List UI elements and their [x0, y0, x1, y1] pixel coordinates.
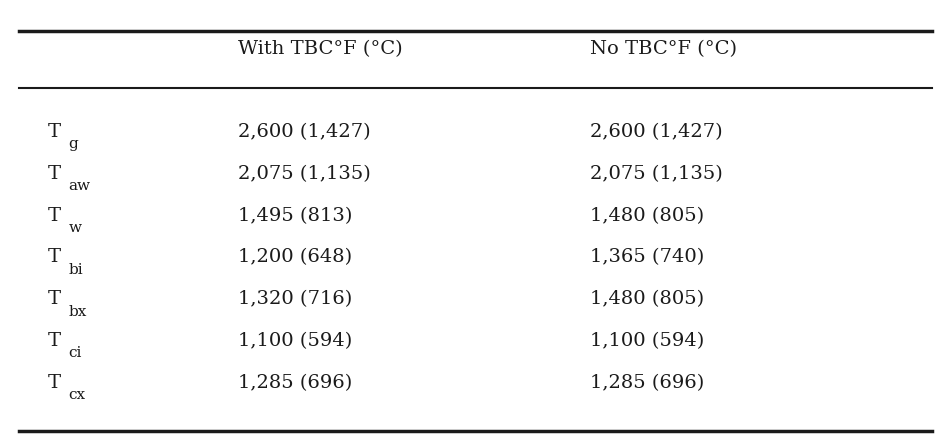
Text: 1,480 (805): 1,480 (805) [590, 290, 704, 308]
Text: 1,480 (805): 1,480 (805) [590, 207, 704, 224]
Text: ci: ci [68, 346, 82, 360]
Text: w: w [68, 221, 82, 235]
Text: aw: aw [68, 179, 90, 193]
Text: 1,100 (594): 1,100 (594) [238, 332, 352, 350]
Text: T: T [48, 207, 61, 224]
Text: No TBC°F (°C): No TBC°F (°C) [590, 40, 737, 58]
Text: 2,075 (1,135): 2,075 (1,135) [238, 165, 371, 183]
Text: cx: cx [68, 388, 86, 402]
Text: T: T [48, 332, 61, 350]
Text: 2,075 (1,135): 2,075 (1,135) [590, 165, 723, 183]
Text: 1,495 (813): 1,495 (813) [238, 207, 352, 224]
Text: 1,100 (594): 1,100 (594) [590, 332, 704, 350]
Text: 2,600 (1,427): 2,600 (1,427) [590, 123, 722, 141]
Text: T: T [48, 249, 61, 266]
Text: T: T [48, 290, 61, 308]
Text: 1,285 (696): 1,285 (696) [238, 374, 352, 392]
Text: 1,365 (740): 1,365 (740) [590, 249, 704, 266]
Text: 1,285 (696): 1,285 (696) [590, 374, 704, 392]
Text: 1,200 (648): 1,200 (648) [238, 249, 352, 266]
Text: T: T [48, 374, 61, 392]
Text: T: T [48, 123, 61, 141]
Text: 2,600 (1,427): 2,600 (1,427) [238, 123, 370, 141]
Text: With TBC°F (°C): With TBC°F (°C) [238, 40, 402, 58]
Text: T: T [48, 165, 61, 183]
Text: bi: bi [68, 263, 83, 277]
Text: 1,320 (716): 1,320 (716) [238, 290, 352, 308]
Text: bx: bx [68, 304, 87, 319]
Text: g: g [68, 137, 78, 151]
